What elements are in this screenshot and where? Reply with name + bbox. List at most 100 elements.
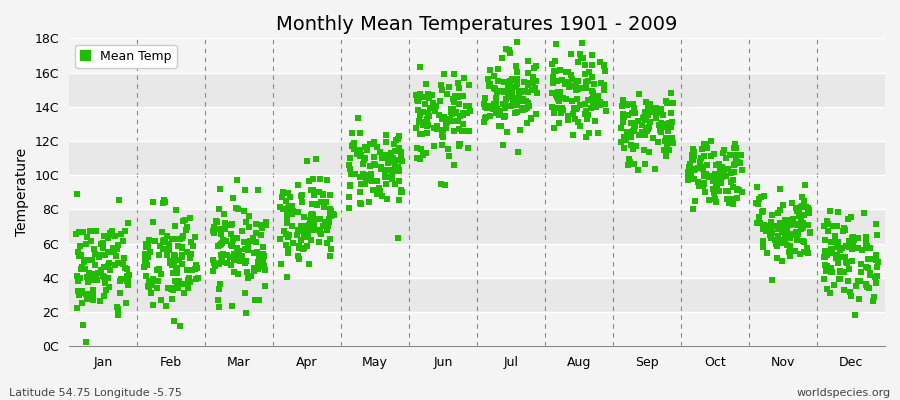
Point	[190, 265, 204, 272]
Point	[70, 304, 85, 311]
Point	[446, 118, 461, 124]
Point	[524, 115, 538, 122]
Point	[391, 136, 405, 143]
Point	[350, 149, 365, 156]
Point	[146, 276, 160, 283]
Point	[491, 66, 505, 72]
Point	[681, 172, 696, 178]
Point	[104, 231, 118, 238]
Point	[643, 149, 657, 155]
Point	[859, 241, 873, 247]
Point	[527, 85, 542, 92]
Point	[827, 282, 842, 288]
Point	[626, 126, 641, 132]
Point	[280, 211, 294, 217]
Point	[773, 220, 788, 226]
Point	[238, 219, 253, 225]
Point	[88, 251, 103, 257]
Point	[510, 80, 525, 87]
Point	[554, 110, 569, 116]
Point	[790, 205, 805, 212]
Point	[765, 212, 779, 218]
Point	[593, 59, 608, 66]
Point	[373, 188, 387, 194]
Point	[494, 123, 508, 130]
Point	[696, 182, 710, 189]
Point	[687, 153, 701, 160]
Point	[304, 236, 319, 243]
Point	[573, 51, 588, 58]
Point	[727, 144, 742, 151]
Point	[214, 231, 229, 237]
Point	[359, 177, 374, 183]
Point	[346, 142, 360, 148]
Point	[558, 96, 572, 102]
Point	[694, 181, 708, 187]
Point	[770, 232, 785, 239]
Point	[641, 103, 655, 110]
Point	[839, 243, 853, 250]
Point	[423, 105, 437, 112]
Point	[443, 118, 457, 124]
Point	[446, 96, 460, 102]
Point	[860, 264, 874, 270]
Point	[156, 200, 170, 206]
Point	[489, 110, 503, 116]
Point	[837, 225, 851, 231]
Point	[451, 94, 465, 100]
Point	[241, 241, 256, 247]
Point	[454, 128, 469, 134]
Bar	[69, 141, 885, 175]
Point	[520, 119, 535, 126]
Point	[692, 159, 706, 166]
Point	[580, 114, 594, 121]
Point	[570, 105, 584, 112]
Point	[253, 232, 267, 238]
Point	[165, 285, 179, 291]
Point	[717, 147, 732, 153]
Point	[713, 171, 727, 177]
Point	[662, 120, 676, 126]
Point	[175, 244, 189, 250]
Point	[563, 51, 578, 57]
Point	[384, 171, 399, 177]
Point	[86, 277, 100, 283]
Point	[120, 273, 134, 280]
Point	[300, 234, 314, 240]
Point	[247, 250, 261, 256]
Point	[511, 91, 526, 98]
Point	[72, 292, 86, 299]
Point	[509, 69, 524, 75]
Point	[627, 122, 642, 129]
Point	[794, 204, 808, 210]
Point	[644, 101, 658, 107]
Point	[154, 297, 168, 303]
Point	[688, 197, 703, 204]
Point	[463, 128, 477, 135]
Point	[733, 187, 747, 194]
Point	[500, 129, 515, 136]
Point	[480, 105, 494, 112]
Point	[344, 171, 358, 178]
Point	[860, 284, 874, 290]
Point	[775, 229, 789, 235]
Point	[447, 71, 462, 77]
Point	[302, 222, 317, 228]
Point	[459, 103, 473, 109]
Point	[551, 88, 565, 95]
Point	[572, 122, 587, 129]
Point	[311, 239, 326, 245]
Point	[824, 246, 839, 252]
Point	[638, 114, 652, 120]
Point	[173, 236, 187, 242]
Point	[421, 110, 436, 116]
Point	[820, 265, 834, 271]
Point	[794, 226, 808, 232]
Point	[497, 88, 511, 94]
Point	[863, 245, 878, 251]
Point	[639, 125, 653, 131]
Point	[821, 220, 835, 227]
Point	[623, 158, 637, 165]
Point	[763, 227, 778, 233]
Point	[585, 74, 599, 80]
